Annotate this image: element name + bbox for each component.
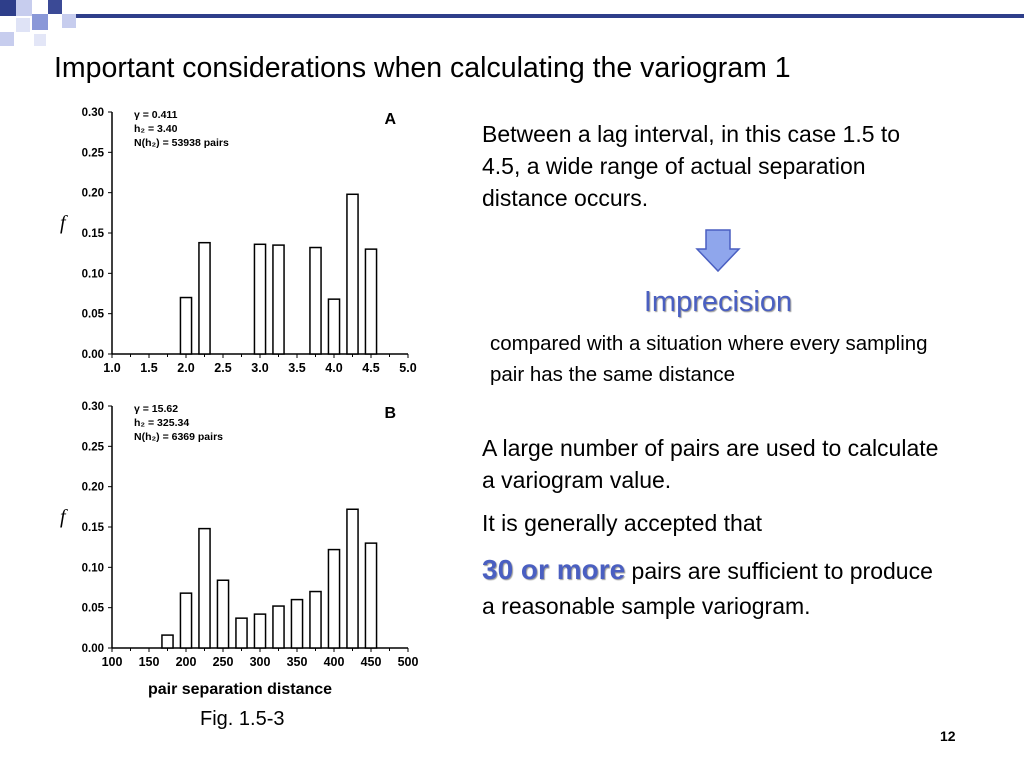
histogram-bar — [272, 244, 285, 355]
x-tick-label: 3.5 — [288, 361, 305, 375]
x-tick-label: 200 — [176, 655, 197, 669]
thirty-or-more-highlight: 30 or more — [482, 554, 626, 585]
histogram-bar — [179, 296, 193, 355]
large-number-text: A large number of pairs are used to calc… — [482, 435, 939, 493]
y-tick-label: 0.15 — [82, 228, 105, 240]
deco-square-dark — [0, 0, 16, 16]
histogram-b: 0.00 0.05 0.10 0.15 0.20 0.25 0.30 100 150 200 250… — [60, 401, 419, 698]
x-axis-label: pair separation distance — [148, 681, 332, 698]
page-number: 12 — [940, 728, 956, 744]
slide-title: Important considerations when calculatin… — [54, 52, 791, 84]
y-axis-label: f — [60, 506, 68, 528]
stats-line: N(h₂) = 53938 pairs — [134, 137, 229, 149]
histogram-bar — [272, 605, 285, 649]
y-tick-label: 0.00 — [82, 349, 104, 361]
deco-square-light — [16, 18, 30, 32]
histogram-bar — [198, 241, 211, 355]
x-tick-label: 250 — [213, 655, 234, 669]
histogram-bar — [309, 590, 322, 649]
y-tick-label: 0.25 — [82, 147, 105, 159]
x-tick-label: 1.0 — [103, 361, 120, 375]
x-tick-label: 2.5 — [214, 361, 231, 375]
stats-line: γ = 15.62 — [134, 403, 178, 415]
header-line — [76, 14, 1024, 18]
deco-square-mid — [32, 14, 48, 30]
panel-label: B — [384, 405, 396, 422]
y-tick-label: 0.30 — [82, 401, 104, 413]
histogram-bar — [327, 548, 341, 649]
x-tick-label: 300 — [250, 655, 271, 669]
histogram-bar — [364, 248, 378, 355]
x-tick-label: 500 — [398, 655, 419, 669]
x-tick-label: 4.0 — [325, 361, 342, 375]
x-tick-label: 3.0 — [251, 361, 268, 375]
comparison-text: compared with a situation where every sa… — [490, 332, 928, 386]
y-tick-label: 0.15 — [82, 522, 105, 534]
deco-square-light — [16, 0, 32, 16]
histogram-bar — [253, 613, 267, 649]
deco-square-dark — [48, 0, 62, 14]
lag-interval-text: Between a lag interval, in this case 1.5… — [482, 121, 901, 211]
stats-line: N(h₂) = 6369 pairs — [134, 431, 223, 443]
y-tick-label: 0.20 — [82, 188, 104, 200]
sufficient-text: 30 or more pairs are sufficient to produ… — [482, 552, 942, 624]
panel-label: A — [384, 111, 396, 128]
histogram-bar — [179, 592, 193, 649]
histogram-bar — [346, 193, 359, 355]
deco-square-mid — [62, 14, 76, 28]
y-tick-label: 0.05 — [82, 603, 105, 615]
histogram-bar — [253, 243, 267, 355]
y-tick-label: 0.25 — [82, 441, 105, 453]
x-tick-label: 400 — [324, 655, 345, 669]
histogram-bar — [346, 508, 359, 649]
x-tick-label: 5.0 — [399, 361, 416, 375]
stats-line: γ = 0.411 — [134, 109, 178, 121]
figure-caption: Fig. 1.5-3 — [200, 708, 285, 730]
y-tick-label: 0.10 — [82, 562, 104, 574]
histogram-bar — [161, 634, 174, 649]
accepted-text: It is generally accepted that — [482, 510, 762, 536]
stats-line: h₂ = 3.40 — [134, 123, 178, 135]
x-tick-label: 150 — [139, 655, 160, 669]
deco-square-mid — [0, 32, 14, 46]
y-tick-label: 0.20 — [82, 482, 104, 494]
histogram-bar — [290, 598, 304, 649]
histogram-bar — [235, 617, 248, 649]
y-tick-label: 0.00 — [82, 643, 104, 655]
x-tick-label: 450 — [361, 655, 382, 669]
sufficient-rest: pairs are sufficient to produce a reason… — [482, 558, 933, 619]
imprecision-heading: Imprecision — [643, 286, 793, 318]
stats-line: h₂ = 325.34 — [134, 417, 189, 429]
histogram-bar — [309, 246, 322, 355]
histogram-bar — [198, 527, 211, 649]
y-tick-label: 0.05 — [82, 309, 105, 321]
y-tick-label: 0.30 — [82, 107, 104, 119]
header-decoration — [0, 0, 1024, 46]
x-tick-label: 2.0 — [177, 361, 194, 375]
x-tick-label: 100 — [102, 655, 123, 669]
deco-square-light — [34, 34, 46, 46]
x-tick-label: 1.5 — [140, 361, 157, 375]
x-tick-label: 350 — [287, 655, 308, 669]
histogram-bar — [364, 542, 378, 649]
x-tick-label: 4.5 — [362, 361, 379, 375]
histogram-a: 0.00 0.05 0.10 0.15 0.20 0.25 0.30 1.0 1.5 2.0 2.5… — [60, 107, 417, 375]
down-arrow-icon — [695, 229, 741, 273]
y-tick-label: 0.10 — [82, 268, 104, 280]
histogram-bar — [216, 579, 230, 649]
histogram-bar — [327, 298, 341, 355]
y-axis-label: f — [60, 212, 68, 234]
